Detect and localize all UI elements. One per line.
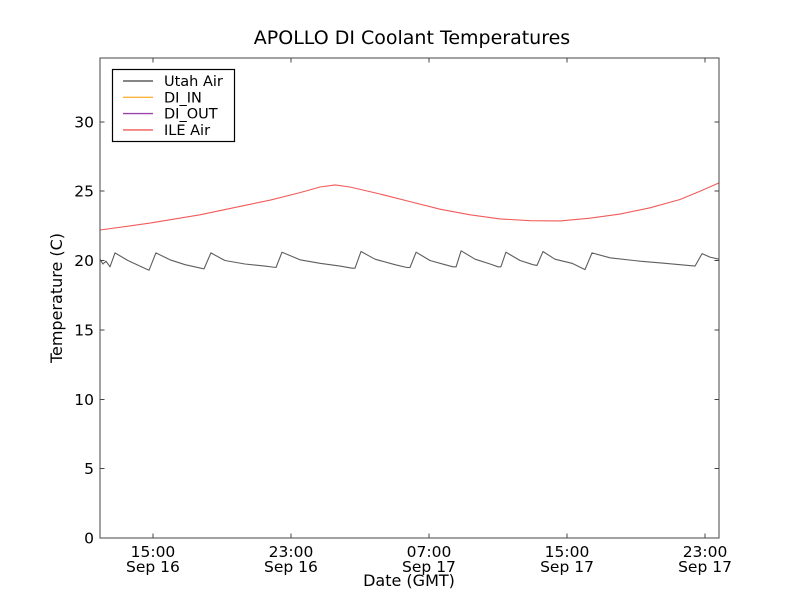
legend-label-ile-air: ILE Air xyxy=(164,123,210,139)
y-tick-label: 25 xyxy=(74,183,94,201)
y-tick-label: 20 xyxy=(74,252,94,270)
y-tick-label: 30 xyxy=(74,113,94,131)
y-tick-label: 10 xyxy=(74,391,94,409)
x-tick-label-time: 07:00 xyxy=(407,543,452,561)
plot-frame xyxy=(99,57,720,539)
x-tick-label-time: 15:00 xyxy=(545,543,590,561)
x-axis-label: Date (GMT) xyxy=(363,571,455,590)
legend-label-di-out: DI_OUT xyxy=(164,107,218,123)
x-tick-label-date: Sep 16 xyxy=(264,558,318,576)
series-layer xyxy=(99,182,720,271)
chart-title: APOLLO DI Coolant Temperatures xyxy=(254,27,570,49)
y-axis-label: Temperature (C) xyxy=(47,233,66,364)
x-tick-label-time: 23:00 xyxy=(683,543,728,561)
x-tick-label-date: Sep 16 xyxy=(126,558,180,576)
y-tick-label: 0 xyxy=(84,530,94,548)
x-tick-label-time: 23:00 xyxy=(269,543,314,561)
series-ile-air-line xyxy=(99,182,720,231)
y-tick-label: 5 xyxy=(84,460,94,478)
y-tick-label: 15 xyxy=(74,321,94,339)
x-tick-label-date: Sep 17 xyxy=(402,558,456,576)
legend-label-di-in: DI_IN xyxy=(164,90,202,106)
legend-label-utah-air: Utah Air xyxy=(164,74,223,90)
x-tick-label-time: 15:00 xyxy=(131,543,176,561)
axes-frame xyxy=(99,57,720,539)
x-tick-label-date: Sep 17 xyxy=(540,558,594,576)
x-tick-label-date: Sep 17 xyxy=(678,558,732,576)
series-utah-air-line xyxy=(99,250,720,271)
